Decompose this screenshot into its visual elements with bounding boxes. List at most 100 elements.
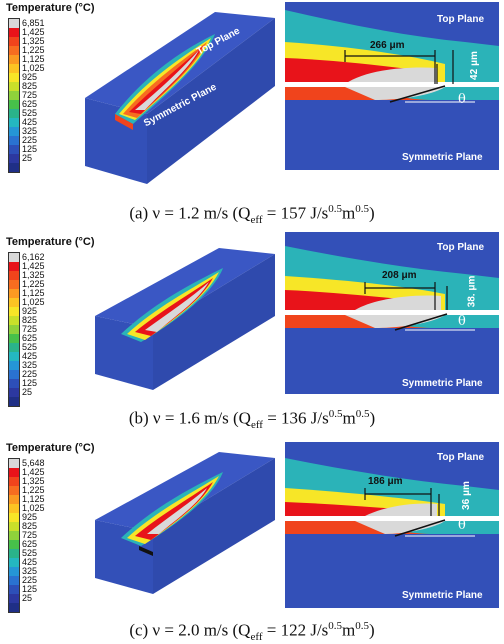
- depth-measurement: 36 μm: [460, 481, 472, 510]
- cross-section-view: [285, 2, 499, 170]
- legend-swatch: [9, 594, 19, 603]
- legend-swatch: [9, 477, 19, 486]
- legend-tick-label: 825: [22, 315, 38, 325]
- legend-tick-label: 25: [22, 593, 33, 603]
- caption-b: (b) ν = 1.6 m/s (Qeff = 136 J/s0.5m0.5): [128, 408, 376, 432]
- legend-swatch: [9, 37, 19, 46]
- legend-tick-label: 525: [22, 342, 38, 352]
- legend-swatch: [9, 522, 19, 531]
- legend-tick-label: 1,225: [22, 485, 45, 495]
- legend-swatch: [9, 325, 19, 334]
- top-plane-label: Top Plane: [437, 14, 485, 25]
- legend-swatch: [9, 531, 19, 540]
- legend-swatch: [9, 459, 19, 468]
- 3d-model-view: [95, 248, 275, 390]
- legend-swatch: [9, 576, 19, 585]
- legend-tick-label: 1,325: [22, 476, 45, 486]
- legend-tick-label: 25: [22, 153, 33, 163]
- symmetric-plane-label: Symmetric Plane: [402, 152, 483, 163]
- legend-swatch: [9, 486, 19, 495]
- legend-tick-label: 6,851: [22, 18, 45, 28]
- legend-tick-label: 625: [22, 99, 38, 109]
- legend-title: Temperature (°C): [6, 236, 95, 248]
- legend-swatch: [9, 64, 19, 73]
- legend-tick-label: 1,425: [22, 27, 45, 37]
- legend-swatch: [9, 289, 19, 298]
- panel-b: Temperature (°C) Top Plane Symmetric Pla…: [0, 230, 504, 435]
- legend-tick-label: 1,025: [22, 297, 45, 307]
- legend-tick-label: 925: [22, 512, 38, 522]
- legend-tick-label: 225: [22, 575, 38, 585]
- legend-swatch: [9, 163, 19, 172]
- legend-tick-label: 425: [22, 117, 38, 127]
- legend-swatch: [9, 388, 19, 397]
- legend-tick-label: 725: [22, 90, 38, 100]
- legend-swatch: [9, 558, 19, 567]
- caption-a: (a) ν = 1.2 m/s (Qeff = 157 J/s0.5m0.5): [129, 203, 375, 227]
- legend-swatch: [9, 585, 19, 594]
- legend-swatch: [9, 603, 19, 612]
- legend-swatch: [9, 567, 19, 576]
- symmetric-plane-label: Symmetric Plane: [402, 378, 483, 389]
- color-legend: [8, 458, 20, 613]
- legend-swatch: [9, 28, 19, 37]
- legend-swatch: [9, 361, 19, 370]
- legend-tick-label: 325: [22, 360, 38, 370]
- legend-tick-label: 1,125: [22, 54, 45, 64]
- panel-c: Temperature (°C) Top Plane Symmetric Pla…: [0, 440, 504, 644]
- legend-tick-label: 1,225: [22, 279, 45, 289]
- legend-tick-label: 25: [22, 387, 33, 397]
- legend-swatch: [9, 513, 19, 522]
- theta-label: θ: [458, 92, 466, 107]
- legend-swatch: [9, 504, 19, 513]
- depth-measurement: 42 μm: [468, 51, 480, 80]
- legend-swatch: [9, 316, 19, 325]
- legend-swatch: [9, 298, 19, 307]
- legend-tick-label: 1,425: [22, 261, 45, 271]
- color-legend: [8, 252, 20, 407]
- legend-swatch: [9, 46, 19, 55]
- legend-tick-label: 925: [22, 306, 38, 316]
- legend-swatch: [9, 280, 19, 289]
- legend-swatch: [9, 397, 19, 406]
- legend-tick-label: 1,025: [22, 63, 45, 73]
- cross-section-view: [285, 232, 499, 394]
- color-legend: [8, 18, 20, 173]
- legend-swatch: [9, 271, 19, 280]
- legend-tick-label: 725: [22, 530, 38, 540]
- legend-tick-label: 625: [22, 333, 38, 343]
- legend-tick-label: 625: [22, 539, 38, 549]
- legend-tick-label: 1,325: [22, 36, 45, 46]
- top-plane-label: Top Plane: [437, 242, 485, 253]
- length-measurement: 266 μm: [370, 40, 405, 51]
- panel-a: Temperature (°C) Top Plane Symmetric Pla…: [0, 0, 504, 227]
- legend-swatch: [9, 118, 19, 127]
- legend-swatch: [9, 370, 19, 379]
- caption-c: (c) ν = 2.0 m/s (Qeff = 122 J/s0.5m0.5): [129, 620, 375, 644]
- legend-tick-label: 1,225: [22, 45, 45, 55]
- legend-swatch: [9, 379, 19, 388]
- legend-title: Temperature (°C): [6, 442, 95, 454]
- legend-swatch: [9, 127, 19, 136]
- 3d-model-view: [95, 452, 275, 594]
- legend-swatch: [9, 136, 19, 145]
- legend-tick-label: 125: [22, 584, 38, 594]
- legend-swatch: [9, 55, 19, 64]
- legend-tick-label: 825: [22, 521, 38, 531]
- legend-tick-label: 6,162: [22, 252, 45, 262]
- legend-tick-label: 1,325: [22, 270, 45, 280]
- legend-swatch: [9, 91, 19, 100]
- legend-tick-label: 425: [22, 557, 38, 567]
- legend-tick-label: 525: [22, 548, 38, 558]
- legend-title: Temperature (°C): [6, 2, 95, 14]
- legend-tick-label: 825: [22, 81, 38, 91]
- cross-section-view: [285, 442, 499, 608]
- legend-tick-label: 1,425: [22, 467, 45, 477]
- legend-swatch: [9, 109, 19, 118]
- legend-swatch: [9, 154, 19, 163]
- legend-tick-label: 1,125: [22, 288, 45, 298]
- legend-swatch: [9, 343, 19, 352]
- top-plane-label: Top Plane: [437, 452, 485, 463]
- symmetric-plane-label: Symmetric Plane: [402, 590, 483, 601]
- legend-tick-label: 425: [22, 351, 38, 361]
